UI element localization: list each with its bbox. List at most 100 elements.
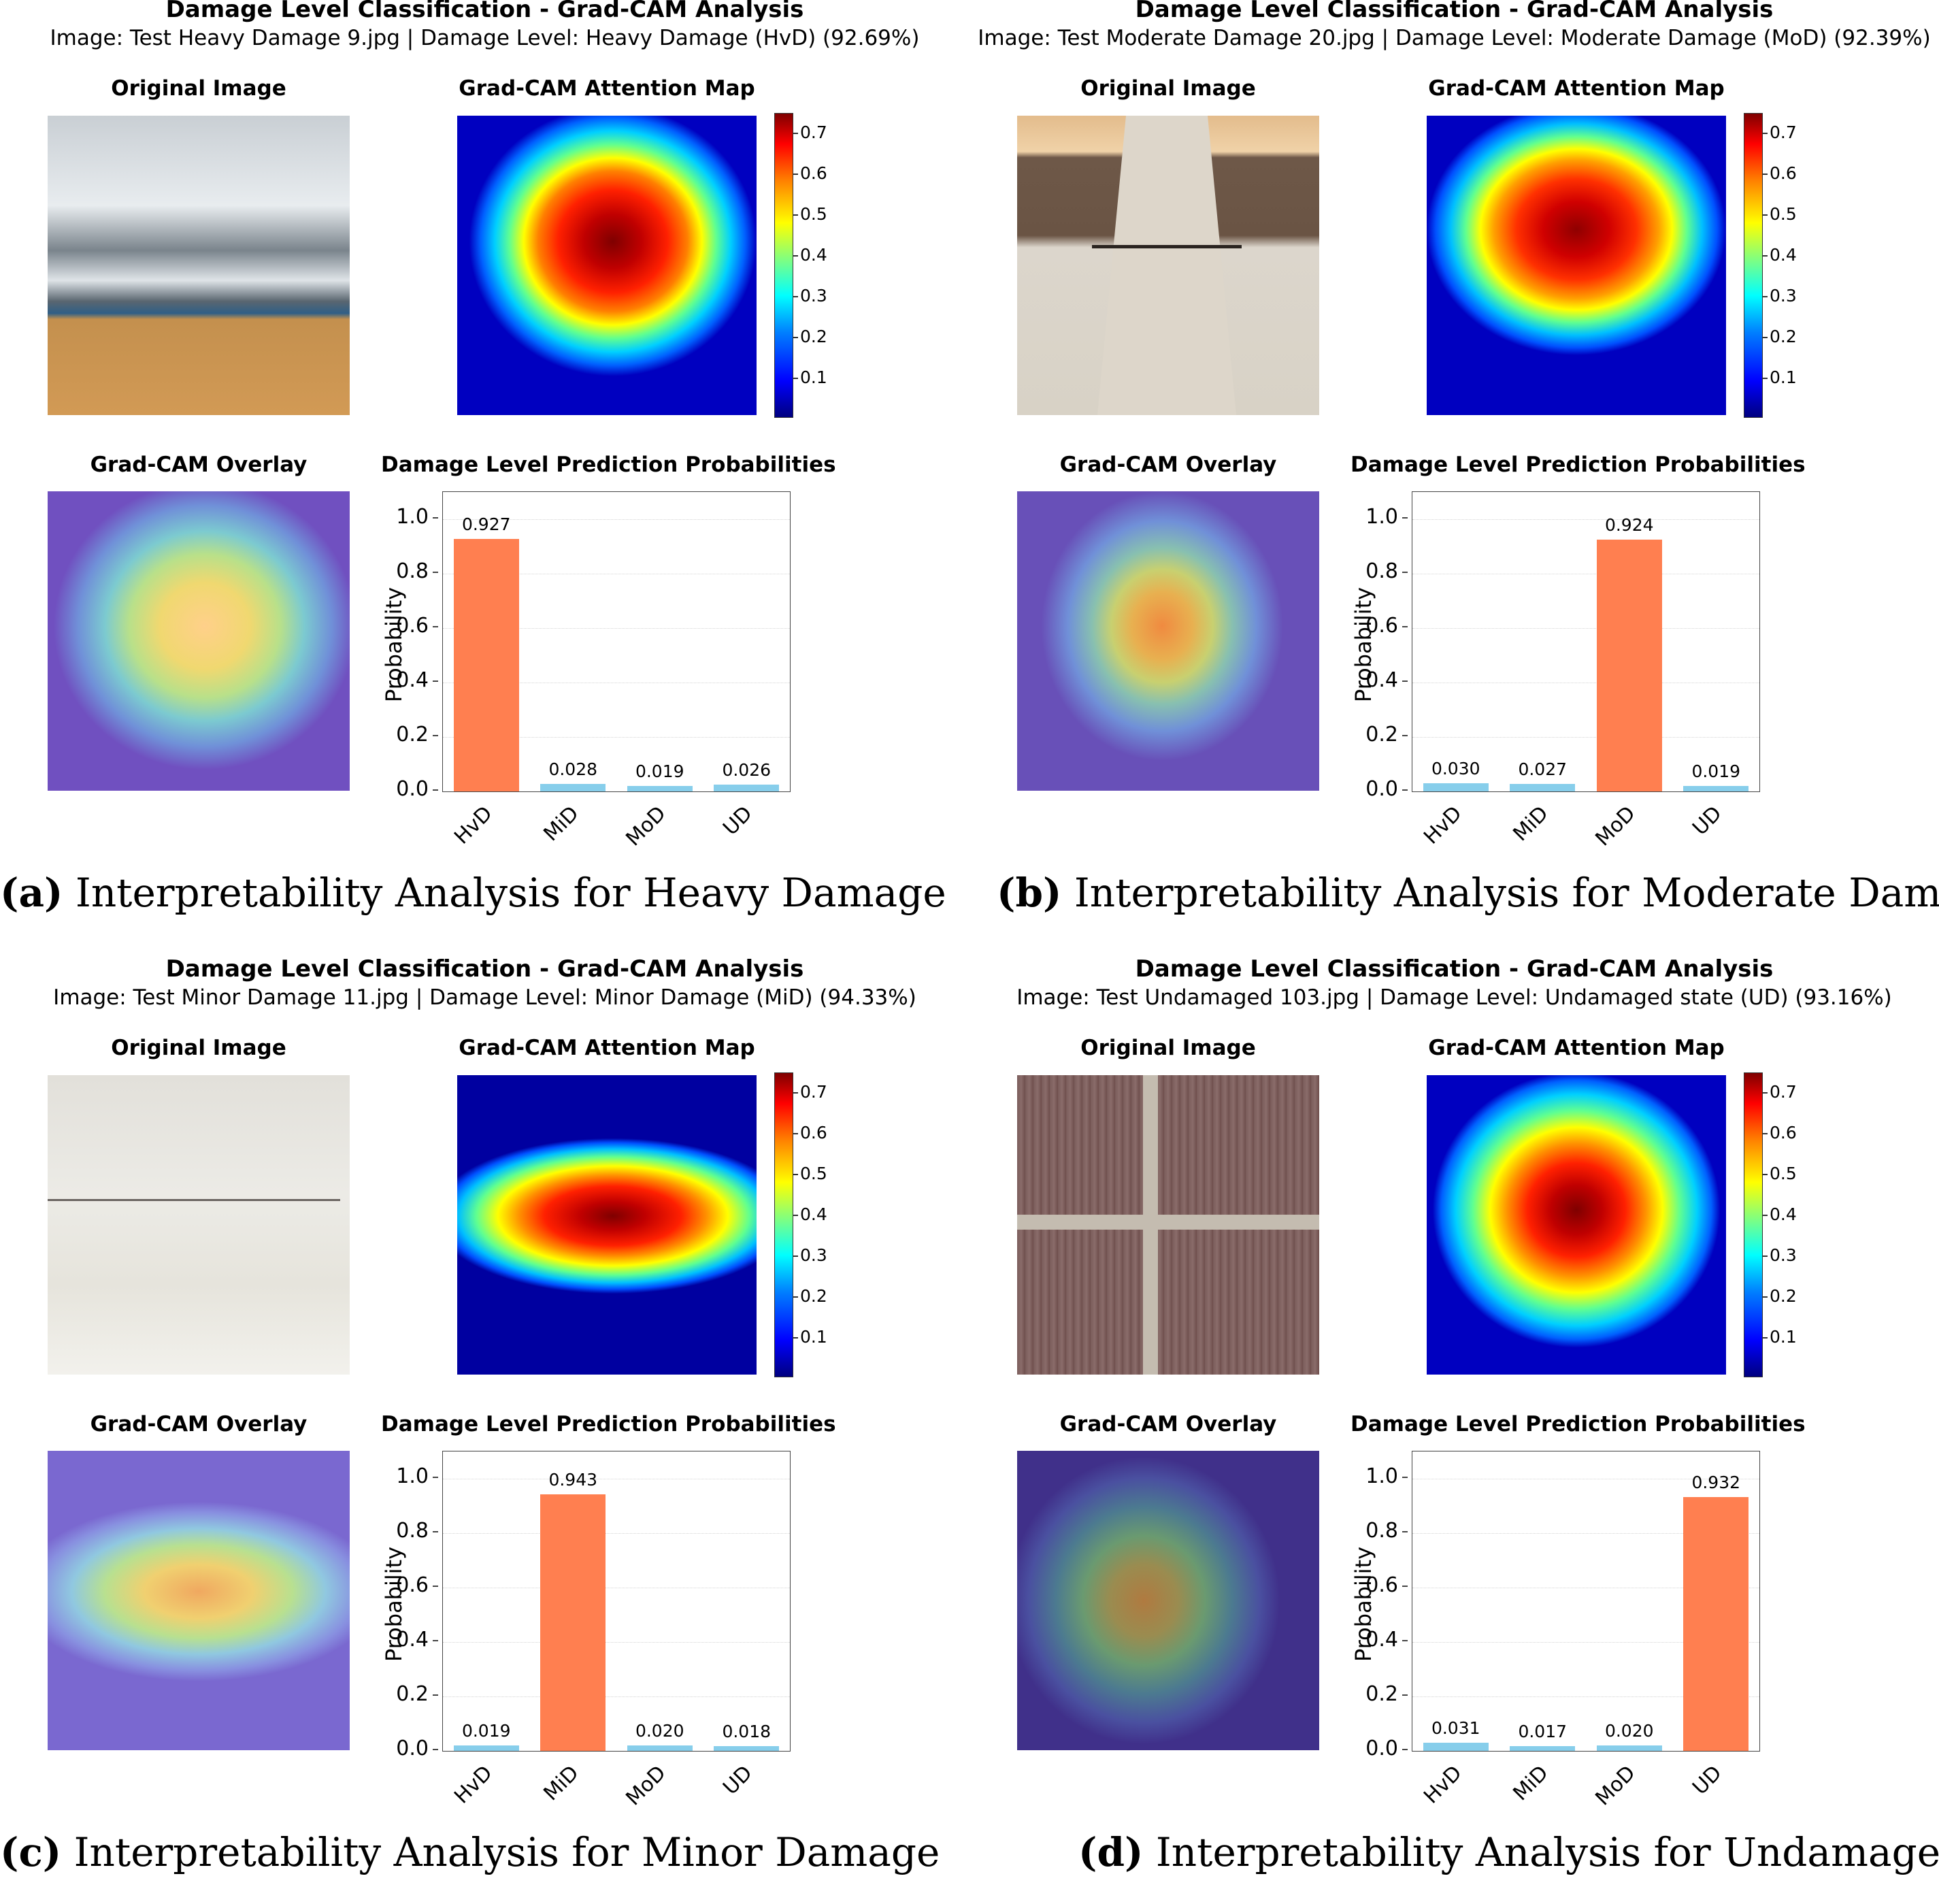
y-tick-label: 0.0 [1357, 1737, 1408, 1760]
bar-value-label: 0.019 [1691, 761, 1741, 782]
y-tick-label: 0.4 [388, 668, 438, 692]
bar-MoD [627, 786, 693, 791]
y-tick-label: 1.0 [1357, 1464, 1408, 1488]
bar-value-label: 0.927 [461, 514, 511, 535]
y-tick-label: 0.6 [1357, 614, 1408, 638]
gradcam-heatmap [1427, 1075, 1726, 1375]
probability-bar-chart: 0.030 0.027 0.924 0.019 [1412, 491, 1760, 792]
colorbar-tick: 0.5 [1763, 1164, 1797, 1183]
panel-1: Damage Level Classification - Grad-CAM A… [0, 0, 970, 945]
colorbar-tick: 0.4 [1763, 1204, 1797, 1224]
gridline [1412, 628, 1759, 629]
bar-value-label: 0.943 [548, 1469, 598, 1490]
y-tick-label: 0.2 [1357, 1682, 1408, 1706]
y-tick-label: 0.4 [388, 1628, 438, 1652]
bar-value-label: 0.019 [635, 761, 684, 782]
x-tick-label: MoD [1591, 802, 1640, 851]
y-tick-label: 0.4 [1357, 1628, 1408, 1652]
bar-MoD [1596, 540, 1662, 791]
gridline [1412, 1533, 1759, 1534]
gradcam-map-label: Grad-CAM Attention Map [1428, 76, 1725, 101]
y-axis-label: Probability [381, 587, 407, 702]
colorbar-tick: 0.7 [793, 1082, 827, 1102]
gradcam-heatmap [457, 116, 757, 415]
colorbar-tick: 0.3 [793, 286, 827, 306]
caption-text: Interpretability Analysis for Moderate D… [1061, 870, 1939, 916]
colorbar [1744, 113, 1763, 418]
colorbar-tick: 0.3 [1763, 286, 1797, 306]
bar-UD [1683, 1497, 1749, 1751]
colorbar-tick: 0.4 [1763, 245, 1797, 265]
bar-MiD [540, 1494, 606, 1751]
overlay-label: Grad-CAM Overlay [90, 1412, 308, 1437]
y-tick-label: 0.6 [1357, 1573, 1408, 1597]
colorbar-tick: 0.6 [1763, 163, 1797, 183]
panel-4: Damage Level Classification - Grad-CAM A… [970, 955, 1939, 1904]
original-image-label: Original Image [111, 1036, 286, 1060]
gradcam-heatmap [1427, 116, 1726, 415]
bar-value-label: 0.028 [548, 759, 598, 779]
x-tick-label: HvD [449, 1761, 497, 1809]
colorbar-tick: 0.1 [1763, 367, 1797, 387]
gridline [443, 1642, 790, 1643]
bar-MiD [540, 783, 606, 791]
panel-title: Damage Level Classification - Grad-CAM A… [165, 955, 804, 983]
original-image-label: Original Image [1080, 1036, 1256, 1060]
bar-value-label: 0.020 [635, 1721, 684, 1741]
gridline [443, 1533, 790, 1534]
panel-subtitle: Image: Test Moderate Damage 20.jpg | Dam… [978, 26, 1931, 50]
y-axis-label: Probability [1350, 587, 1376, 702]
panel-subtitle: Image: Test Undamaged 103.jpg | Damage L… [1016, 985, 1892, 1010]
colorbar-tick: 0.4 [793, 245, 827, 265]
bar-MoD [1596, 1745, 1662, 1751]
y-axis-label: Probability [1350, 1546, 1376, 1662]
gridline [443, 519, 790, 520]
gridline [443, 737, 790, 738]
gridline [1412, 1642, 1759, 1643]
x-tick-label: UD [718, 802, 757, 840]
panel-caption: (b) Interpretability Analysis for Modera… [997, 870, 1939, 916]
y-axis-label: Probability [381, 1546, 407, 1662]
original-image-label: Original Image [1080, 76, 1256, 101]
column-shape [1097, 116, 1236, 415]
colorbar-tick: 0.5 [793, 1164, 827, 1183]
x-tick-label: HvD [1419, 1761, 1467, 1809]
y-tick-label: 0.2 [1357, 723, 1408, 746]
y-tick-label: 0.6 [388, 1573, 438, 1597]
bar-value-label: 0.026 [722, 759, 772, 780]
gridline [1412, 1696, 1759, 1697]
colorbar [774, 113, 793, 418]
colorbar-tick: 0.3 [1763, 1245, 1797, 1265]
colorbar-tick: 0.7 [793, 122, 827, 142]
x-tick-label: HvD [449, 802, 497, 849]
brick-wall-icon [1017, 1075, 1319, 1375]
gradcam-map-label: Grad-CAM Attention Map [459, 76, 755, 101]
panel-title: Damage Level Classification - Grad-CAM A… [1135, 955, 1774, 983]
colorbar [1744, 1072, 1763, 1377]
crack-line [48, 1199, 340, 1201]
original-image-label: Original Image [111, 76, 286, 101]
bar-value-label: 0.031 [1431, 1718, 1480, 1738]
bar-UD [714, 1745, 780, 1751]
probability-bar-chart: 0.019 0.943 0.020 0.018 [442, 1451, 791, 1752]
x-tick-label: UD [1688, 1761, 1727, 1800]
colorbar-tick: 0.3 [793, 1245, 827, 1265]
x-tick-label: MiD [1508, 1761, 1553, 1806]
bar-HvD [453, 539, 519, 791]
y-tick-label: 1.0 [388, 505, 438, 529]
panel-3: Damage Level Classification - Grad-CAM A… [0, 955, 970, 1904]
y-tick-label: 1.0 [1357, 505, 1408, 529]
y-tick-label: 0.4 [1357, 668, 1408, 692]
x-tick-label: MiD [1508, 802, 1553, 847]
colorbar-tick: 0.5 [1763, 204, 1797, 224]
mortar-line [1017, 1215, 1319, 1230]
bar-value-label: 0.018 [722, 1721, 772, 1741]
y-tick-label: 0.0 [388, 777, 438, 801]
gridline [1412, 519, 1759, 520]
gradcam-overlay [1017, 491, 1319, 791]
bar-HvD [1423, 1742, 1489, 1751]
colorbar-tick: 0.2 [793, 1286, 827, 1306]
y-tick-label: 0.8 [388, 559, 438, 583]
bar-value-label: 0.019 [461, 1721, 511, 1741]
x-tick-label: MoD [621, 802, 671, 851]
